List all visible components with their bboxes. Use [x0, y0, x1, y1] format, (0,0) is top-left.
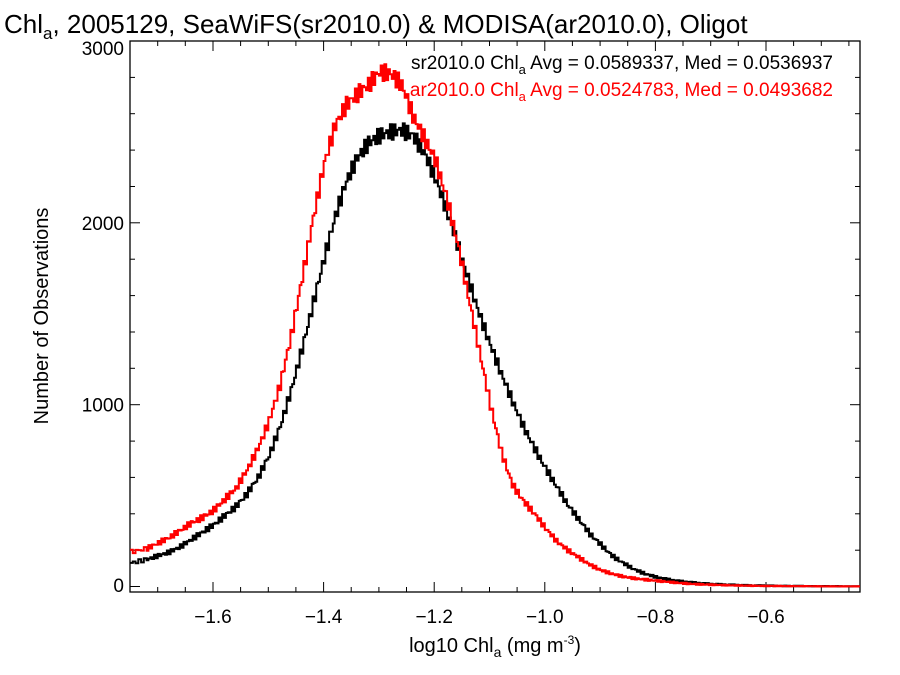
y-tick-label: 2000 — [82, 214, 124, 235]
series-1-histogram-line — [130, 122, 861, 588]
legend-series-1-suffix: Avg = 0.0589337, Med = 0.0536937 — [526, 53, 833, 74]
x-axis-label-subscript: a — [494, 644, 502, 660]
legend-series-1-subscript: a — [519, 62, 527, 77]
x-tick-label: −0.6 — [747, 607, 785, 628]
y-tick-label: 1000 — [82, 396, 124, 417]
legend-series-2-suffix: Avg = 0.0524783, Med = 0.0493682 — [526, 80, 833, 101]
legend-entry-series-1: sr2010.0 Chla Avg = 0.0589337, Med = 0.0… — [411, 53, 833, 77]
y-tick-label: 0 — [113, 576, 124, 597]
x-tick-label: −1.6 — [194, 607, 232, 628]
x-tick-label: −1.2 — [415, 607, 453, 628]
x-tick-label: −0.8 — [637, 607, 675, 628]
legend-series-2-prefix: ar2010.0 Chl — [410, 80, 519, 101]
x-axis-label-prefix: log10 Chl — [409, 635, 494, 657]
legend-entry-series-2: ar2010.0 Chla Avg = 0.0524783, Med = 0.0… — [410, 80, 833, 104]
axis-ticks: −1.6 −1.4 −1.2 −1.0 −0.8 −0.6 0 1000 2000 3000 — [82, 39, 860, 628]
x-axis-label-suffix: ) — [574, 635, 581, 657]
x-tick-label: −1.4 — [305, 607, 343, 628]
x-axis-label-mid: (mg m — [501, 635, 563, 657]
legend-series-1-prefix: sr2010.0 Chl — [411, 53, 519, 74]
series-group — [130, 63, 861, 588]
legend-series-2-subscript: a — [519, 89, 527, 104]
y-axis-label: Number of Observations — [31, 208, 53, 425]
x-axis-label-superscript: -3 — [564, 633, 575, 647]
plot-frame — [129, 40, 861, 593]
series-2-histogram-line — [130, 63, 860, 588]
chart-title-prefix: Chl — [4, 9, 43, 39]
y-tick-label: 3000 — [82, 39, 124, 60]
chart-title-subscript: a — [43, 24, 53, 43]
x-tick-label: −1.0 — [526, 607, 564, 628]
chart-title: Chla, 2005129, SeaWiFS(sr2010.0) & MODIS… — [4, 9, 748, 43]
chart-title-suffix: , 2005129, SeaWiFS(sr2010.0) & MODISA(ar… — [52, 9, 748, 39]
x-axis-label: log10 Chla (mg m-3) — [409, 633, 581, 660]
